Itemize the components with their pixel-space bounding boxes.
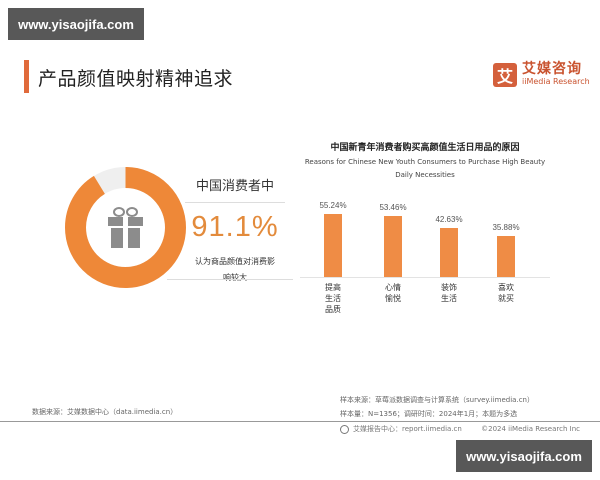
- title-accent-bar: [24, 60, 29, 93]
- bar-column: 42.63%: [435, 215, 463, 277]
- category-label: 装饰 生活: [441, 283, 457, 303]
- donut-chart: [65, 167, 186, 288]
- bar-column: 53.46%: [379, 203, 407, 277]
- bar: [384, 216, 402, 277]
- divider: [167, 279, 293, 280]
- page-title: 产品颜值映射精神追求: [38, 68, 234, 90]
- category-label: 提高 生活 品质: [325, 283, 341, 314]
- chart-subtitle-1: Reasons for Chinese New Youth Consumers …: [304, 158, 546, 166]
- chart-title: 中国新青年消费者购买高颜值生活日用品的原因 Reasons for Chines…: [290, 140, 560, 182]
- sample-info: 样本来源：草莓派数据调查与计算系统（survey.iimedia.cn） 样本量…: [340, 393, 534, 421]
- bar-value-label: 42.63%: [435, 215, 463, 225]
- sample-source: 样本来源：草莓派数据调查与计算系统（survey.iimedia.cn）: [340, 396, 534, 404]
- bar-column: 55.24%: [319, 201, 347, 277]
- category-label: 心情 愉悦: [385, 283, 401, 303]
- category-label: 喜欢 就买: [498, 283, 514, 303]
- logo-cn-text: 艾媒咨询: [522, 61, 582, 77]
- data-source: 数据来源：艾媒数据中心（data.iimedia.cn）: [32, 408, 178, 416]
- bar-value-label: 53.46%: [379, 203, 407, 213]
- logo-mark-icon: 艾: [493, 62, 517, 87]
- sample-size: 样本量：N=1356；调研时间：2024年1月；本题为多选: [340, 410, 518, 418]
- bar-chart: 55.24% 提高 生活 品质 53.46% 心情 愉悦 42.63% 装饰 生活 35.88% 喜欢…: [300, 195, 550, 325]
- bar-value-label: 55.24%: [319, 201, 347, 210]
- watermark-bottom: www.yisaojifa.com: [456, 440, 592, 472]
- bar: [324, 214, 342, 277]
- report-center-link[interactable]: 艾媒报告中心：report.iimedia.cn: [353, 425, 462, 433]
- copyright: ©2024 iiMedia Research Inc: [481, 425, 580, 433]
- logo-en-text: iiMedia Research: [522, 77, 590, 86]
- footer-divider: [0, 421, 600, 422]
- bar-value-label: 35.88%: [492, 223, 520, 233]
- footer: 艾媒报告中心：report.iimedia.cn ©2024 iiMedia R…: [340, 424, 580, 434]
- donut-description-2: 响较大: [223, 273, 247, 282]
- iimedia-logo: 艾 艾媒咨询 iiMedia Research: [493, 62, 590, 87]
- bar: [440, 228, 458, 277]
- donut-description-1: 认为商品颜值对消费影: [195, 257, 275, 266]
- globe-icon: [340, 424, 349, 434]
- gift-icon: [108, 207, 143, 248]
- bar: [497, 236, 515, 277]
- chart-baseline: [300, 277, 550, 278]
- watermark-top: www.yisaojifa.com: [8, 8, 144, 40]
- divider: [185, 202, 285, 203]
- chart-subtitle-2: Daily Necessities: [395, 171, 455, 179]
- bar-column: 35.88%: [492, 223, 520, 277]
- donut-label: 中国消费者中: [195, 179, 274, 194]
- chart-title-cn: 中国新青年消费者购买高颜值生活日用品的原因: [330, 143, 520, 153]
- donut-value: 91.1%: [191, 211, 279, 243]
- donut-summary: 中国消费者中 91.1% 认为商品颜值对消费影 响较大: [185, 175, 285, 286]
